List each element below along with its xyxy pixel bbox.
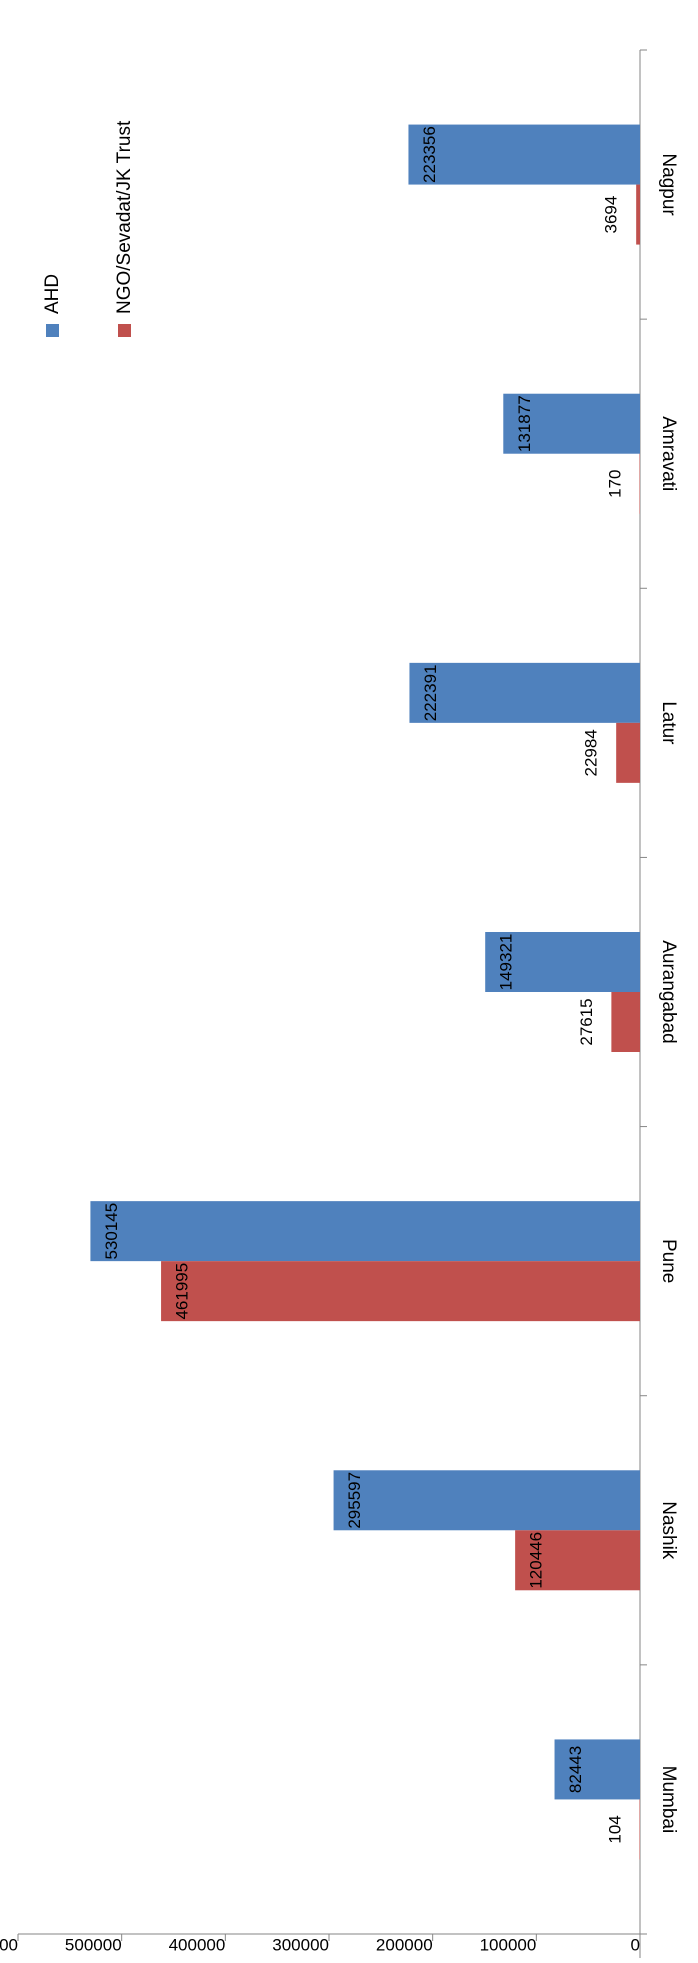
bar-ngo: [639, 453, 640, 514]
data-label: 530145: [102, 1203, 121, 1260]
data-label: 82443: [566, 1746, 585, 1793]
category-label: Mumbai: [658, 1766, 679, 1834]
data-label: 149321: [497, 934, 516, 991]
legend-swatch-ngo: [118, 324, 131, 337]
category-label: Amravati: [658, 416, 679, 491]
legend-label-ahd: AHD: [42, 274, 63, 314]
category-ticks: Mumbai Nashik Pune Aurangabad Latur Amravati N…: [640, 49, 679, 1935]
value-tick-label: 400000: [169, 1935, 226, 1954]
data-label: 3694: [602, 196, 621, 234]
legend: AHD NGO/Sevadat/JK Trust: [42, 120, 135, 337]
bar-ahd: [485, 932, 640, 992]
value-tick-label: 300000: [272, 1935, 329, 1954]
legend-label-ngo: NGO/Sevadat/JK Trust: [114, 120, 135, 314]
category-label: Nashik: [658, 1501, 679, 1560]
bar-ngo: [515, 1530, 640, 1591]
bar-ngo: [639, 1799, 640, 1860]
value-tick-label: 600000: [0, 1935, 18, 1954]
data-label: 222391: [421, 664, 440, 721]
data-label: 120446: [527, 1532, 546, 1589]
category-label: Pune: [658, 1239, 679, 1283]
data-label: 170: [605, 470, 624, 498]
value-tick-label: 200000: [376, 1935, 433, 1954]
data-label: 27615: [577, 998, 596, 1045]
bar-ahd: [333, 1470, 640, 1531]
legend-swatch-ahd: [46, 324, 59, 337]
category-label: Aurangabad: [658, 940, 679, 1044]
data-label: 223356: [420, 126, 439, 183]
bar-ahd: [408, 124, 640, 185]
bar-ahd: [554, 1739, 640, 1800]
value-ticks: 0 100000 200000 300000 400000 500000 600000: [0, 1934, 641, 1954]
bar-ngo: [616, 722, 640, 783]
bar-ngo: [611, 992, 640, 1052]
bar-ahd: [90, 1201, 640, 1262]
data-label: 104: [605, 1815, 624, 1843]
data-label: 461995: [173, 1263, 192, 1320]
value-tick-label: 0: [631, 1935, 640, 1954]
bar-ngo: [636, 184, 640, 245]
data-label: 22984: [582, 729, 601, 776]
bar-ngo: [161, 1261, 640, 1322]
bar-ahd: [503, 393, 640, 454]
value-tick-label: 100000: [480, 1935, 537, 1954]
bars-group: 82443 104 295597 120446 530145 461995 149321 27…: [90, 124, 640, 1860]
data-label: 295597: [345, 1472, 364, 1529]
plot-area: Mumbai Nashik Pune Aurangabad Latur Amravati N…: [0, 49, 679, 1958]
value-tick-label: 500000: [65, 1935, 122, 1954]
category-label: Nagpur: [658, 153, 679, 216]
data-label: 131877: [515, 395, 534, 452]
bar-ahd: [409, 662, 640, 723]
category-label: Latur: [658, 701, 679, 745]
